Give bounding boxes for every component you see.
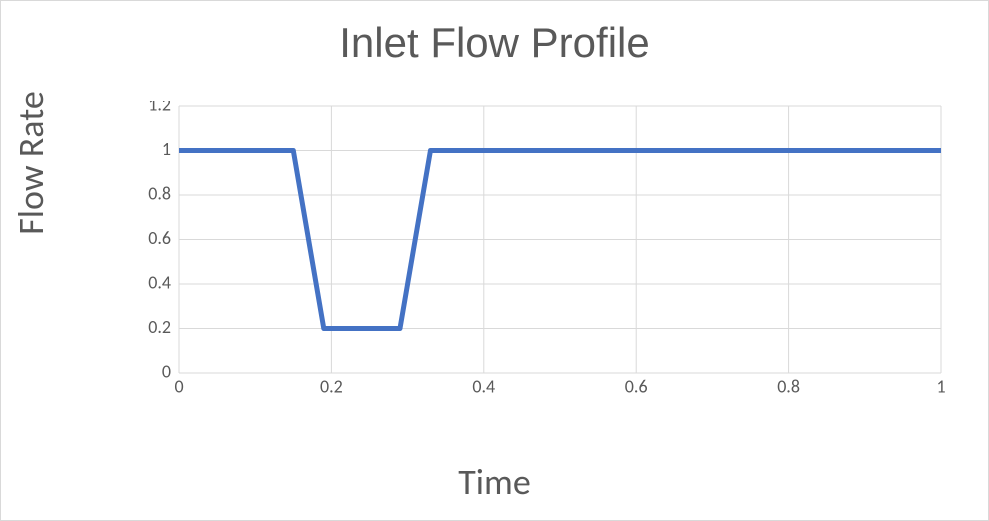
chart-title: Inlet Flow Profile bbox=[1, 19, 988, 67]
y-axis-title: Flow Rate bbox=[9, 91, 53, 235]
x-tick-label: 0.8 bbox=[777, 376, 800, 398]
x-tick-label: 0.2 bbox=[320, 376, 343, 398]
x-tick-label: 0.6 bbox=[625, 376, 648, 398]
x-axis-title: Time bbox=[1, 460, 988, 504]
x-tick-label: 1 bbox=[936, 376, 945, 398]
y-tick-label: 0.2 bbox=[148, 316, 171, 338]
x-tick-label: 0 bbox=[174, 376, 183, 398]
y-tick-label: 1.2 bbox=[148, 101, 171, 115]
plot-svg: 0 0.2 0.4 0.6 0.8 1 1.2 0 0.2 0.4 0.6 0.8 1 bbox=[131, 101, 951, 401]
y-tick-label: 1 bbox=[162, 138, 171, 160]
plot-area: 0 0.2 0.4 0.6 0.8 1 1.2 0 0.2 0.4 0.6 0.8 1 bbox=[131, 101, 951, 401]
y-tick-label: 0.4 bbox=[148, 271, 171, 293]
y-tick-label: 0.6 bbox=[148, 227, 171, 249]
grid bbox=[179, 106, 941, 373]
y-tick-label: 0 bbox=[162, 360, 171, 382]
y-tick-labels: 0 0.2 0.4 0.6 0.8 1 1.2 bbox=[148, 101, 171, 382]
x-tick-label: 0.4 bbox=[472, 376, 495, 398]
y-tick-label: 0.8 bbox=[148, 182, 171, 204]
x-tick-labels: 0 0.2 0.4 0.6 0.8 1 bbox=[174, 376, 945, 398]
chart-container: Inlet Flow Profile Flow Rate 00.20.40.60… bbox=[0, 0, 989, 521]
